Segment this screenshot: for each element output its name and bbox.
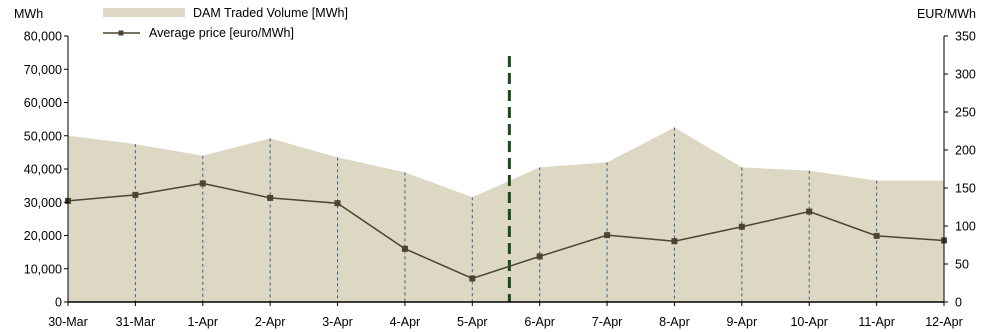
price-point-4-Apr <box>401 245 408 252</box>
x-tick-label: 30-Mar <box>48 315 88 329</box>
right-tick-label: 50 <box>955 258 969 272</box>
x-tick-label: 1-Apr <box>187 315 218 329</box>
right-tick-label: 250 <box>955 106 976 120</box>
price-point-11-Apr <box>873 232 880 239</box>
right-tick-label: 200 <box>955 144 976 158</box>
price-point-3-Apr <box>334 200 341 207</box>
legend-swatch-volume <box>103 8 185 17</box>
left-tick-label: 40,000 <box>24 163 62 177</box>
left-tick-label: 30,000 <box>24 196 62 210</box>
left-tick-label: 80,000 <box>24 30 62 44</box>
price-point-6-Apr <box>536 253 543 260</box>
x-tick-label: 7-Apr <box>592 315 623 329</box>
x-tick-label: 10-Apr <box>790 315 828 329</box>
legend-marker-price <box>118 30 124 36</box>
left-axis-unit: MWh <box>14 7 43 21</box>
price-line <box>67 182 945 280</box>
price-point-1-Apr <box>199 180 206 187</box>
left-tick-label: 70,000 <box>24 63 62 77</box>
legend-label-volume: DAM Traded Volume [MWh] <box>193 6 348 20</box>
legend-label-price: Average price [euro/MWh] <box>149 26 294 40</box>
plot-area <box>65 56 947 302</box>
right-tick-label: 350 <box>955 30 976 44</box>
volume-area <box>68 127 944 302</box>
x-tick-label: 9-Apr <box>727 315 758 329</box>
x-axis: 30-Mar 31-Mar 1-Apr 2-Apr 3-Apr 4-Apr 5-Apr 6-A… <box>48 301 963 329</box>
price-point-7-Apr <box>604 232 611 239</box>
price-point-31-Mar <box>132 191 139 198</box>
right-tick-label: 300 <box>955 68 976 82</box>
right-tick-label: 100 <box>955 220 976 234</box>
price-point-8-Apr <box>671 238 678 245</box>
price-point-2-Apr <box>267 194 274 201</box>
left-tick-label: 20,000 <box>24 229 62 243</box>
legend: DAM Traded Volume [MWh] Average price [e… <box>103 6 348 40</box>
x-tick-label: 4-Apr <box>390 315 421 329</box>
left-tick-label: 50,000 <box>24 129 62 143</box>
price-point-5-Apr <box>469 275 476 282</box>
right-axis: 0 50 100 150 200 250 300 350 <box>943 30 976 310</box>
left-axis: 0 10,000 20,000 30,000 40,000 50,000 60,000 70,… <box>24 30 69 310</box>
x-tick-label: 8-Apr <box>659 315 690 329</box>
left-tick-label: 10,000 <box>24 262 62 276</box>
left-tick-label: 0 <box>55 296 62 310</box>
price-point-9-Apr <box>738 223 745 230</box>
right-axis-unit: EUR/MWh <box>917 7 976 21</box>
x-tick-label: 11-Apr <box>858 315 895 329</box>
x-tick-label: 3-Apr <box>322 315 353 329</box>
x-tick-label: 31-Mar <box>116 315 156 329</box>
right-tick-label: 0 <box>955 296 962 310</box>
x-tick-label: 6-Apr <box>524 315 555 329</box>
price-point-10-Apr <box>806 208 813 215</box>
left-tick-label: 60,000 <box>24 96 62 110</box>
right-tick-label: 150 <box>955 182 976 196</box>
x-tick-label: 12-Apr <box>925 315 963 329</box>
x-tick-label: 5-Apr <box>457 315 488 329</box>
x-tick-label: 2-Apr <box>255 315 286 329</box>
